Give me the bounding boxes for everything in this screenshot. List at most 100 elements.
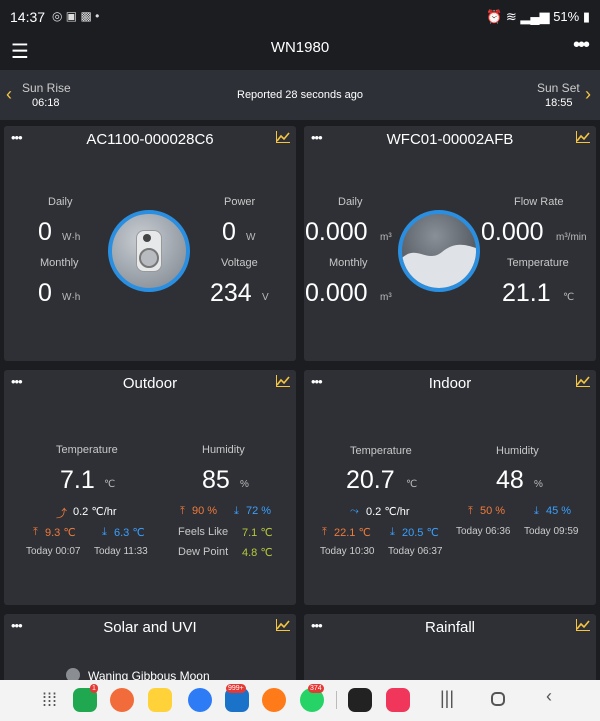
- feels-like-value: 7.1 ℃: [242, 527, 273, 539]
- chart-icon[interactable]: [276, 131, 290, 143]
- temp-low: 6.3 ℃: [114, 527, 145, 539]
- voltage-label: Voltage: [221, 257, 258, 269]
- power-value: 0: [222, 218, 236, 246]
- temp-high: 22.1 ℃: [334, 527, 371, 539]
- chart-icon[interactable]: [576, 375, 590, 387]
- trend-icon: ⤳: [350, 505, 359, 517]
- monthly-value: 0.000: [305, 279, 368, 307]
- humidity-unit: %: [534, 479, 543, 490]
- humidity-low: 45 %: [546, 505, 572, 517]
- daily-unit: W·h: [62, 232, 81, 243]
- station-title: WN1980: [270, 39, 330, 56]
- chart-icon[interactable]: [576, 619, 590, 631]
- card-menu-icon[interactable]: •••: [11, 618, 23, 633]
- temp-high-icon: ⤒: [33, 526, 38, 538]
- humidity-label: Humidity: [496, 445, 539, 457]
- temp-high-time: Today 00:07: [26, 546, 81, 557]
- status-right: ⏰ ≋ ▂▄▆ 51% ▮: [486, 9, 590, 25]
- feels-like-label: Feels Like: [178, 526, 229, 538]
- rainfall-card[interactable]: ••• Rainfall: [304, 614, 596, 684]
- humidity-unit: %: [240, 479, 249, 490]
- sunset-time: 18:55: [545, 97, 573, 109]
- temperature-label: Temperature: [350, 445, 412, 457]
- more-options-icon[interactable]: •••: [572, 34, 590, 56]
- card-menu-icon[interactable]: •••: [11, 130, 23, 145]
- chat-app-icon[interactable]: [188, 688, 212, 712]
- temperature-trend: 0.2 ℃/hr: [366, 506, 410, 518]
- hum-high-icon: ⤒: [180, 505, 185, 517]
- card-menu-icon[interactable]: •••: [311, 374, 323, 389]
- humidity-high: 50 %: [480, 505, 506, 517]
- temperature-value: 7.1: [60, 466, 95, 494]
- daily-label: Daily: [338, 196, 363, 208]
- humidity-low: 72 %: [246, 505, 272, 517]
- outdoor-card[interactable]: ••• Outdoor Temperature 7.1 ℃ ⤴ 0.2 ℃/hr…: [4, 370, 296, 605]
- hum-low-icon: ⤓: [534, 505, 539, 517]
- monthly-value: 0: [38, 279, 52, 307]
- sun-bar: ‹ Sun Rise 06:18 Reported 28 seconds ago…: [0, 70, 600, 120]
- daily-value: 0: [38, 218, 52, 246]
- water-drop-icon: [398, 210, 480, 292]
- phone-badge: 1: [90, 684, 98, 693]
- water-card[interactable]: ••• WFC01-00002AFB Daily 0.000 m³ Monthl…: [304, 126, 596, 361]
- water-temp-unit: ℃: [563, 292, 575, 303]
- chart-icon[interactable]: [276, 619, 290, 631]
- outlook-badge: 999+: [226, 684, 246, 693]
- chevron-right-icon[interactable]: ›: [585, 84, 591, 104]
- wifi-icon: ≋: [505, 9, 517, 24]
- card-menu-icon[interactable]: •••: [11, 374, 23, 389]
- card-title: Indoor: [428, 375, 472, 392]
- monthly-label: Monthly: [329, 257, 368, 269]
- chart-icon[interactable]: [576, 131, 590, 143]
- card-menu-icon[interactable]: •••: [311, 618, 323, 633]
- temp-low-icon: ⤓: [102, 526, 107, 538]
- dock-divider: [336, 691, 337, 709]
- monthly-unit: m³: [380, 292, 392, 303]
- chevron-left-icon[interactable]: ‹: [6, 84, 12, 104]
- power-label: Power: [224, 196, 256, 208]
- card-title: WFC01-00002AFB: [386, 131, 514, 148]
- app-drawer-icon[interactable]: ⁞⁞⁞: [42, 690, 58, 710]
- temp-low-icon: ⤓: [390, 526, 395, 538]
- card-title: AC1100-000028C6: [86, 131, 214, 148]
- plug-icon: [108, 210, 190, 292]
- card-menu-icon[interactable]: •••: [311, 130, 323, 145]
- humidity-value: 85: [202, 466, 230, 494]
- messages-app-icon[interactable]: [148, 688, 172, 712]
- app-bar: ☰ WN1980 •••: [0, 34, 600, 68]
- screen-recorder-icon[interactable]: [386, 688, 410, 712]
- temp-high-time: Today 10:30: [320, 546, 375, 557]
- water-temp-value: 21.1: [502, 279, 551, 307]
- card-title: Solar and UVI: [103, 619, 197, 636]
- firefox-app-icon[interactable]: [262, 688, 286, 712]
- battery-level: 51%: [553, 9, 580, 24]
- card-title: Rainfall: [424, 619, 476, 636]
- back-icon[interactable]: ‹: [546, 686, 552, 706]
- alarm-icon: ⏰: [486, 9, 503, 24]
- hum-low-time: Today 09:59: [524, 526, 579, 537]
- recent-apps-icon[interactable]: |||: [440, 688, 455, 708]
- daily-label: Daily: [48, 196, 73, 208]
- temp-low-time: Today 06:37: [388, 546, 443, 557]
- hamburger-menu-icon[interactable]: ☰: [11, 41, 29, 63]
- temperature-trend: 0.2 ℃/hr: [73, 506, 117, 518]
- humidity-label: Humidity: [202, 444, 245, 456]
- monthly-unit: W·h: [62, 292, 81, 303]
- solar-card[interactable]: ••• Solar and UVI Waning Gibbous Moon: [4, 614, 296, 684]
- power-card[interactable]: ••• AC1100-000028C6 Daily 0 W·h Monthly …: [4, 126, 296, 361]
- contacts-app-icon[interactable]: [110, 688, 134, 712]
- chart-icon[interactable]: [276, 375, 290, 387]
- weather-app-icon[interactable]: [348, 688, 372, 712]
- home-icon[interactable]: [491, 692, 505, 706]
- voltage-unit: V: [262, 292, 269, 303]
- dew-point-value: 4.8 ℃: [242, 547, 273, 559]
- whatsapp-badge: 374: [308, 684, 324, 693]
- temperature-unit: ℃: [104, 479, 116, 490]
- indoor-card[interactable]: ••• Indoor Temperature 20.7 ℃ ⤳ 0.2 ℃/hr…: [304, 370, 596, 605]
- flow-value: 0.000: [481, 218, 544, 246]
- temp-high-icon: ⤒: [322, 526, 327, 538]
- dew-point-label: Dew Point: [178, 546, 229, 558]
- water-temp-label: Temperature: [507, 257, 569, 269]
- flow-unit: m³/min: [556, 232, 587, 243]
- humidity-high: 90 %: [192, 505, 218, 517]
